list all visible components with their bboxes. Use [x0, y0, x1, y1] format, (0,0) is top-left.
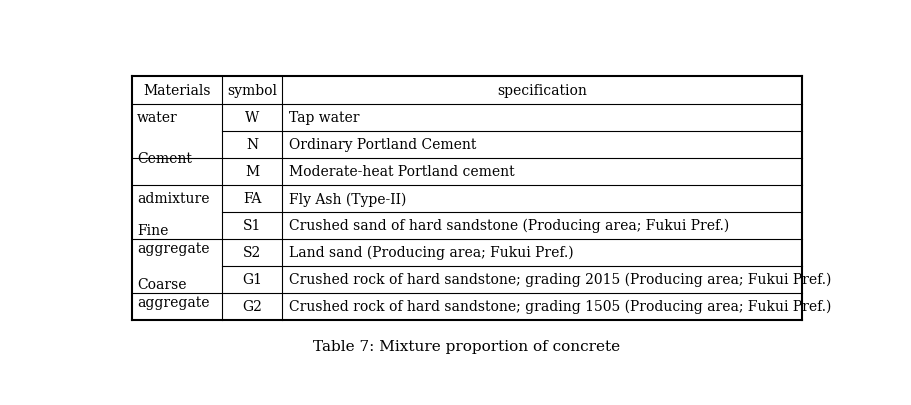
Text: Materials: Materials [143, 84, 210, 98]
Text: water: water [138, 111, 178, 125]
Text: Coarse
aggregate: Coarse aggregate [138, 277, 210, 309]
Text: symbol: symbol [227, 84, 277, 98]
Text: Tap water: Tap water [290, 111, 360, 125]
Text: Crushed rock of hard sandstone; grading 1505 (Producing area; Fukui Pref.): Crushed rock of hard sandstone; grading … [290, 299, 832, 313]
Text: Crushed rock of hard sandstone; grading 2015 (Producing area; Fukui Pref.): Crushed rock of hard sandstone; grading … [290, 273, 832, 287]
Text: admixture: admixture [138, 192, 210, 206]
Text: S1: S1 [243, 219, 261, 233]
Text: specification: specification [497, 84, 588, 98]
Text: Table 7: Mixture proportion of concrete: Table 7: Mixture proportion of concrete [313, 339, 620, 354]
Text: FA: FA [243, 192, 261, 206]
Text: N: N [246, 138, 259, 152]
Text: Moderate-heat Portland cement: Moderate-heat Portland cement [290, 165, 515, 179]
Text: M: M [245, 165, 260, 179]
Text: Crushed sand of hard sandstone (Producing area; Fukui Pref.): Crushed sand of hard sandstone (Producin… [290, 219, 730, 233]
Text: W: W [245, 111, 260, 125]
Text: Ordinary Portland Cement: Ordinary Portland Cement [290, 138, 476, 152]
Text: G1: G1 [242, 273, 262, 286]
Text: Fly Ash (Type-II): Fly Ash (Type-II) [290, 192, 407, 206]
Text: Fine
aggregate: Fine aggregate [138, 223, 210, 255]
Text: G2: G2 [242, 299, 262, 313]
Text: Land sand (Producing area; Fukui Pref.): Land sand (Producing area; Fukui Pref.) [290, 245, 574, 260]
Text: S2: S2 [243, 246, 261, 260]
Text: Cement: Cement [138, 151, 192, 165]
